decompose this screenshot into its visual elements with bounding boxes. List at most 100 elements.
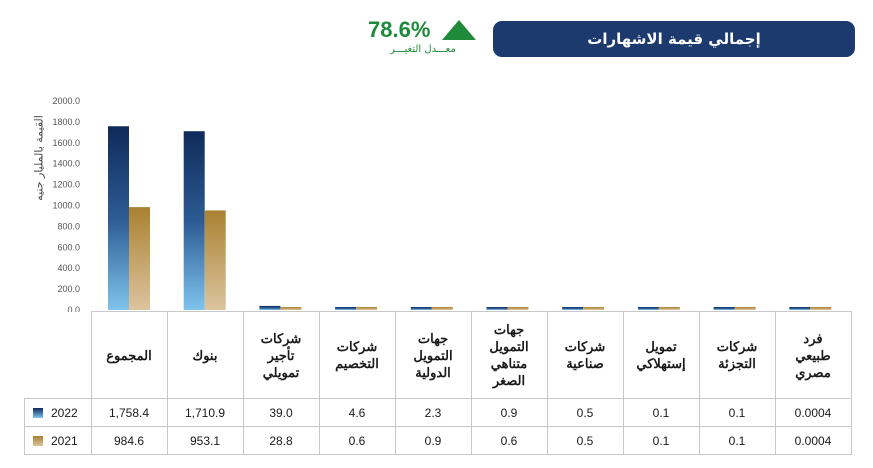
- value-cell: 0.1: [622, 398, 700, 427]
- category-label-line: الدولية: [415, 364, 451, 380]
- series-row-2022: 2022 1,758.4 1,710.9 39.0 4.6 2.3 0.9 0.5 0.1 0.…: [24, 398, 852, 427]
- value-cell: 2.3: [394, 398, 472, 427]
- y-tick-label: 200.0: [57, 284, 80, 294]
- value-cell: 0.6: [470, 426, 548, 455]
- bar-2021: [129, 207, 150, 310]
- category-label: فرد طبيعي مصري: [783, 330, 843, 381]
- category-header: تمويل إستهلاكي: [622, 311, 700, 399]
- category-header: جهات التمويل متناهي الصغر: [470, 311, 548, 399]
- category-header: فرد طبيعي مصري: [774, 311, 852, 399]
- value-cell: 28.8: [242, 426, 320, 455]
- category-label-line: مصري: [795, 364, 831, 380]
- value-cell: 1,758.4: [90, 398, 168, 427]
- category-label: شركات التجزئة: [707, 338, 767, 372]
- category-label-line: إستهلاكي: [636, 356, 686, 371]
- change-label: معـــدل التغيـــر: [390, 44, 456, 55]
- category-label-line: شركات: [716, 339, 758, 354]
- category-label: شركات صناعية: [555, 338, 615, 372]
- category-label-line: شركات: [260, 330, 302, 346]
- y-tick-label: 1200.0: [52, 180, 80, 190]
- bar-2021: [356, 307, 378, 310]
- change-percentage: 78.6%: [368, 17, 431, 42]
- category-header: جهات التمويل الدولية: [394, 311, 472, 399]
- y-tick-label: 1400.0: [52, 159, 80, 169]
- category-label: تمويل إستهلاكي: [631, 338, 691, 372]
- y-tick-label: 600.0: [57, 242, 80, 252]
- category-label-line: طبيعي: [795, 347, 831, 363]
- category-label-line: فرد: [803, 330, 823, 346]
- bar-2021: [431, 307, 453, 310]
- category-label-line: الصغر: [492, 373, 526, 388]
- bar-2021: [507, 307, 529, 310]
- bar-2021: [734, 307, 756, 310]
- value-cell: 39.0: [242, 398, 320, 427]
- category-label-line: شركات: [564, 339, 606, 354]
- legend-label-2022: 2022: [51, 405, 78, 420]
- category-header: شركات التخصيم: [318, 311, 396, 399]
- y-tick-label: 400.0: [57, 263, 80, 273]
- bar-2021: [204, 210, 226, 310]
- bar-2022: [713, 307, 735, 310]
- legend-label-2021: 2021: [51, 433, 78, 448]
- category-header: شركات التجزئة: [698, 311, 776, 399]
- value-cell: 1,710.9: [166, 398, 244, 427]
- category-header: المجموع: [90, 311, 168, 399]
- category-label-line: متناهي: [490, 356, 528, 371]
- value-cell: 0.5: [546, 426, 624, 455]
- value-cell: 0.9: [394, 426, 472, 455]
- category-label-line: التخصيم: [335, 356, 379, 371]
- category-label-line: التمويل: [489, 339, 529, 354]
- category-label-line: تمويل: [645, 339, 677, 354]
- data-table: المجموع بنوك شركات تأجير تمويلي شركات التخصيم ج…: [24, 311, 852, 455]
- y-tick-label: 2000.0: [52, 96, 80, 106]
- value-cell: 953.1: [166, 426, 244, 455]
- table-corner: [24, 311, 91, 399]
- category-label: شركات التخصيم: [327, 338, 387, 372]
- category-label-line: تمويلي: [262, 364, 300, 380]
- bar-2022: [108, 126, 129, 311]
- series-row-2021: 2021 984.6 953.1 28.8 0.6 0.9 0.6 0.5 0.1 0.1 0.0…: [24, 426, 852, 455]
- bar-2022: [410, 307, 432, 310]
- legend-swatch-2022: [33, 408, 43, 419]
- value-cell: 984.6: [90, 426, 168, 455]
- bar-2021: [280, 306, 302, 310]
- category-label: جهات التمويل متناهي الصغر: [479, 321, 539, 389]
- y-tick-label: 1600.0: [52, 138, 80, 148]
- bar-2022: [789, 307, 811, 310]
- category-header: شركات تأجير تمويلي: [242, 311, 320, 399]
- legend-swatch-2021: [33, 436, 43, 447]
- category-label: بنوك: [175, 347, 235, 364]
- chart-title: إجمالي قيمة الاشهارات: [493, 21, 855, 57]
- legend-2022: 2022: [24, 398, 92, 427]
- category-label-line: شركات: [336, 339, 378, 354]
- bar-2021: [583, 307, 605, 310]
- value-cell: 0.1: [622, 426, 700, 455]
- value-cell: 0.9: [470, 398, 548, 427]
- category-label: المجموع: [99, 347, 159, 364]
- y-tick-label: 1000.0: [52, 201, 80, 211]
- value-cell: 4.6: [318, 398, 396, 427]
- category-label: جهات التمويل الدولية: [403, 330, 463, 381]
- bar-2022: [637, 307, 659, 310]
- y-tick-label: 1800.0: [52, 117, 80, 127]
- category-label-line: جهات: [417, 330, 449, 346]
- bar-2021: [810, 307, 832, 310]
- category-label: شركات تأجير تمويلي: [251, 330, 311, 381]
- bar-2022: [335, 307, 357, 310]
- bar-2022: [486, 307, 508, 310]
- bar-2021: [658, 307, 680, 310]
- category-label-line: بنوك: [192, 347, 218, 363]
- bar-2022: [562, 307, 584, 310]
- category-row: المجموع بنوك شركات تأجير تمويلي شركات التخصيم ج…: [24, 311, 852, 399]
- y-tick-label: 800.0: [57, 221, 80, 231]
- category-label-line: المجموع: [106, 347, 152, 363]
- value-cell: 0.1: [698, 398, 776, 427]
- category-label-line: التجزئة: [718, 356, 756, 371]
- up-arrow-icon: [442, 20, 476, 40]
- category-label-line: تأجير: [267, 347, 295, 363]
- bar-2022: [259, 305, 281, 310]
- legend-2021: 2021: [24, 426, 92, 455]
- category-label-line: جهات: [493, 322, 525, 337]
- value-cell: 0.6: [318, 426, 396, 455]
- value-cell: 0.0004: [774, 426, 852, 455]
